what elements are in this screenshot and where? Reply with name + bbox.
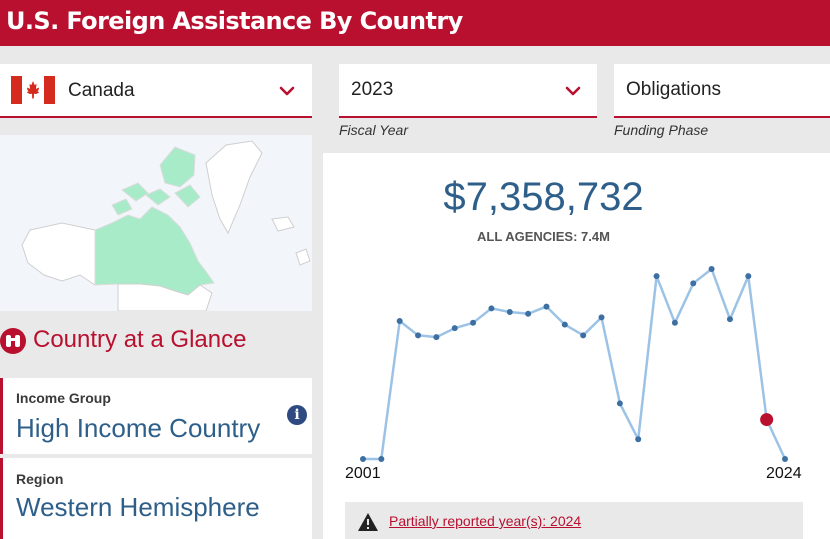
country-dropdown-value: Canada <box>68 80 135 101</box>
x-start-label: 2001 <box>345 465 381 482</box>
data-point[interactable] <box>561 321 568 328</box>
selected-year-point[interactable] <box>760 413 774 427</box>
trend-line <box>363 267 787 461</box>
funding-trend-chart[interactable] <box>323 153 830 498</box>
income-group-label: Income Group <box>16 390 111 406</box>
data-point[interactable] <box>506 309 513 316</box>
chevron-down-icon <box>279 86 295 96</box>
region-card: Region Western Hemisphere <box>0 458 312 539</box>
funding-phase-dropdown[interactable]: Obligations <box>614 64 830 118</box>
country-dropdown[interactable]: Canada <box>0 64 312 118</box>
total-amount: $7,358,732 <box>443 175 644 219</box>
data-point[interactable] <box>671 319 678 326</box>
all-agencies-label: ALL AGENCIES: 7.4M <box>477 229 610 244</box>
data-point[interactable] <box>378 456 385 462</box>
canada-flag-icon <box>11 76 55 104</box>
data-point[interactable] <box>690 280 697 287</box>
data-point[interactable] <box>360 456 366 462</box>
summary-panel: $7,358,732 ALL AGENCIES: 7.4M 2001 2024 … <box>323 153 830 539</box>
warning-icon <box>358 513 378 531</box>
left-column: Canada <box>0 46 323 539</box>
data-point[interactable] <box>598 314 605 321</box>
region-label: Region <box>16 471 64 487</box>
income-group-value: High Income Country <box>16 413 261 443</box>
funding-phase-value: Obligations <box>626 79 722 100</box>
region-value: Western Hemisphere <box>16 492 260 522</box>
header-bar: U.S. Foreign Assistance By Country <box>0 0 830 46</box>
data-point[interactable] <box>635 436 642 443</box>
data-point[interactable] <box>525 310 532 317</box>
fiscal-year-value: 2023 <box>351 79 394 100</box>
data-point[interactable] <box>726 316 733 323</box>
data-point[interactable] <box>470 319 477 326</box>
chevron-down-icon <box>565 86 581 96</box>
data-point[interactable] <box>580 332 587 339</box>
data-point[interactable] <box>433 334 440 341</box>
x-end-label: 2024 <box>766 465 802 482</box>
country-map[interactable] <box>0 135 312 311</box>
data-point[interactable] <box>451 325 458 332</box>
funding-phase-caption: Funding Phase <box>614 122 709 138</box>
partial-year-link[interactable]: Partially reported year(s): 2024 <box>389 513 582 529</box>
fiscal-year-dropdown[interactable]: 2023 <box>339 64 597 118</box>
data-point[interactable] <box>745 273 752 280</box>
info-icon[interactable]: i <box>287 405 307 425</box>
income-group-card: Income Group High Income Country i <box>0 378 312 454</box>
binoculars-icon <box>0 328 26 354</box>
right-column: 2023 Fiscal Year Obligations Funding Pha… <box>323 46 830 539</box>
fiscal-year-caption: Fiscal Year <box>339 122 408 138</box>
data-point[interactable] <box>488 305 495 312</box>
data-point[interactable] <box>653 273 660 280</box>
glance-title: Country at a Glance <box>33 326 247 353</box>
data-point[interactable] <box>782 456 788 462</box>
partial-year-notice: Partially reported year(s): 2024 <box>345 502 803 539</box>
data-point[interactable] <box>616 400 623 407</box>
data-point[interactable] <box>396 317 403 324</box>
page-title: U.S. Foreign Assistance By Country <box>6 7 463 35</box>
data-point[interactable] <box>708 266 715 272</box>
data-point[interactable] <box>415 332 422 339</box>
data-point[interactable] <box>543 303 550 310</box>
